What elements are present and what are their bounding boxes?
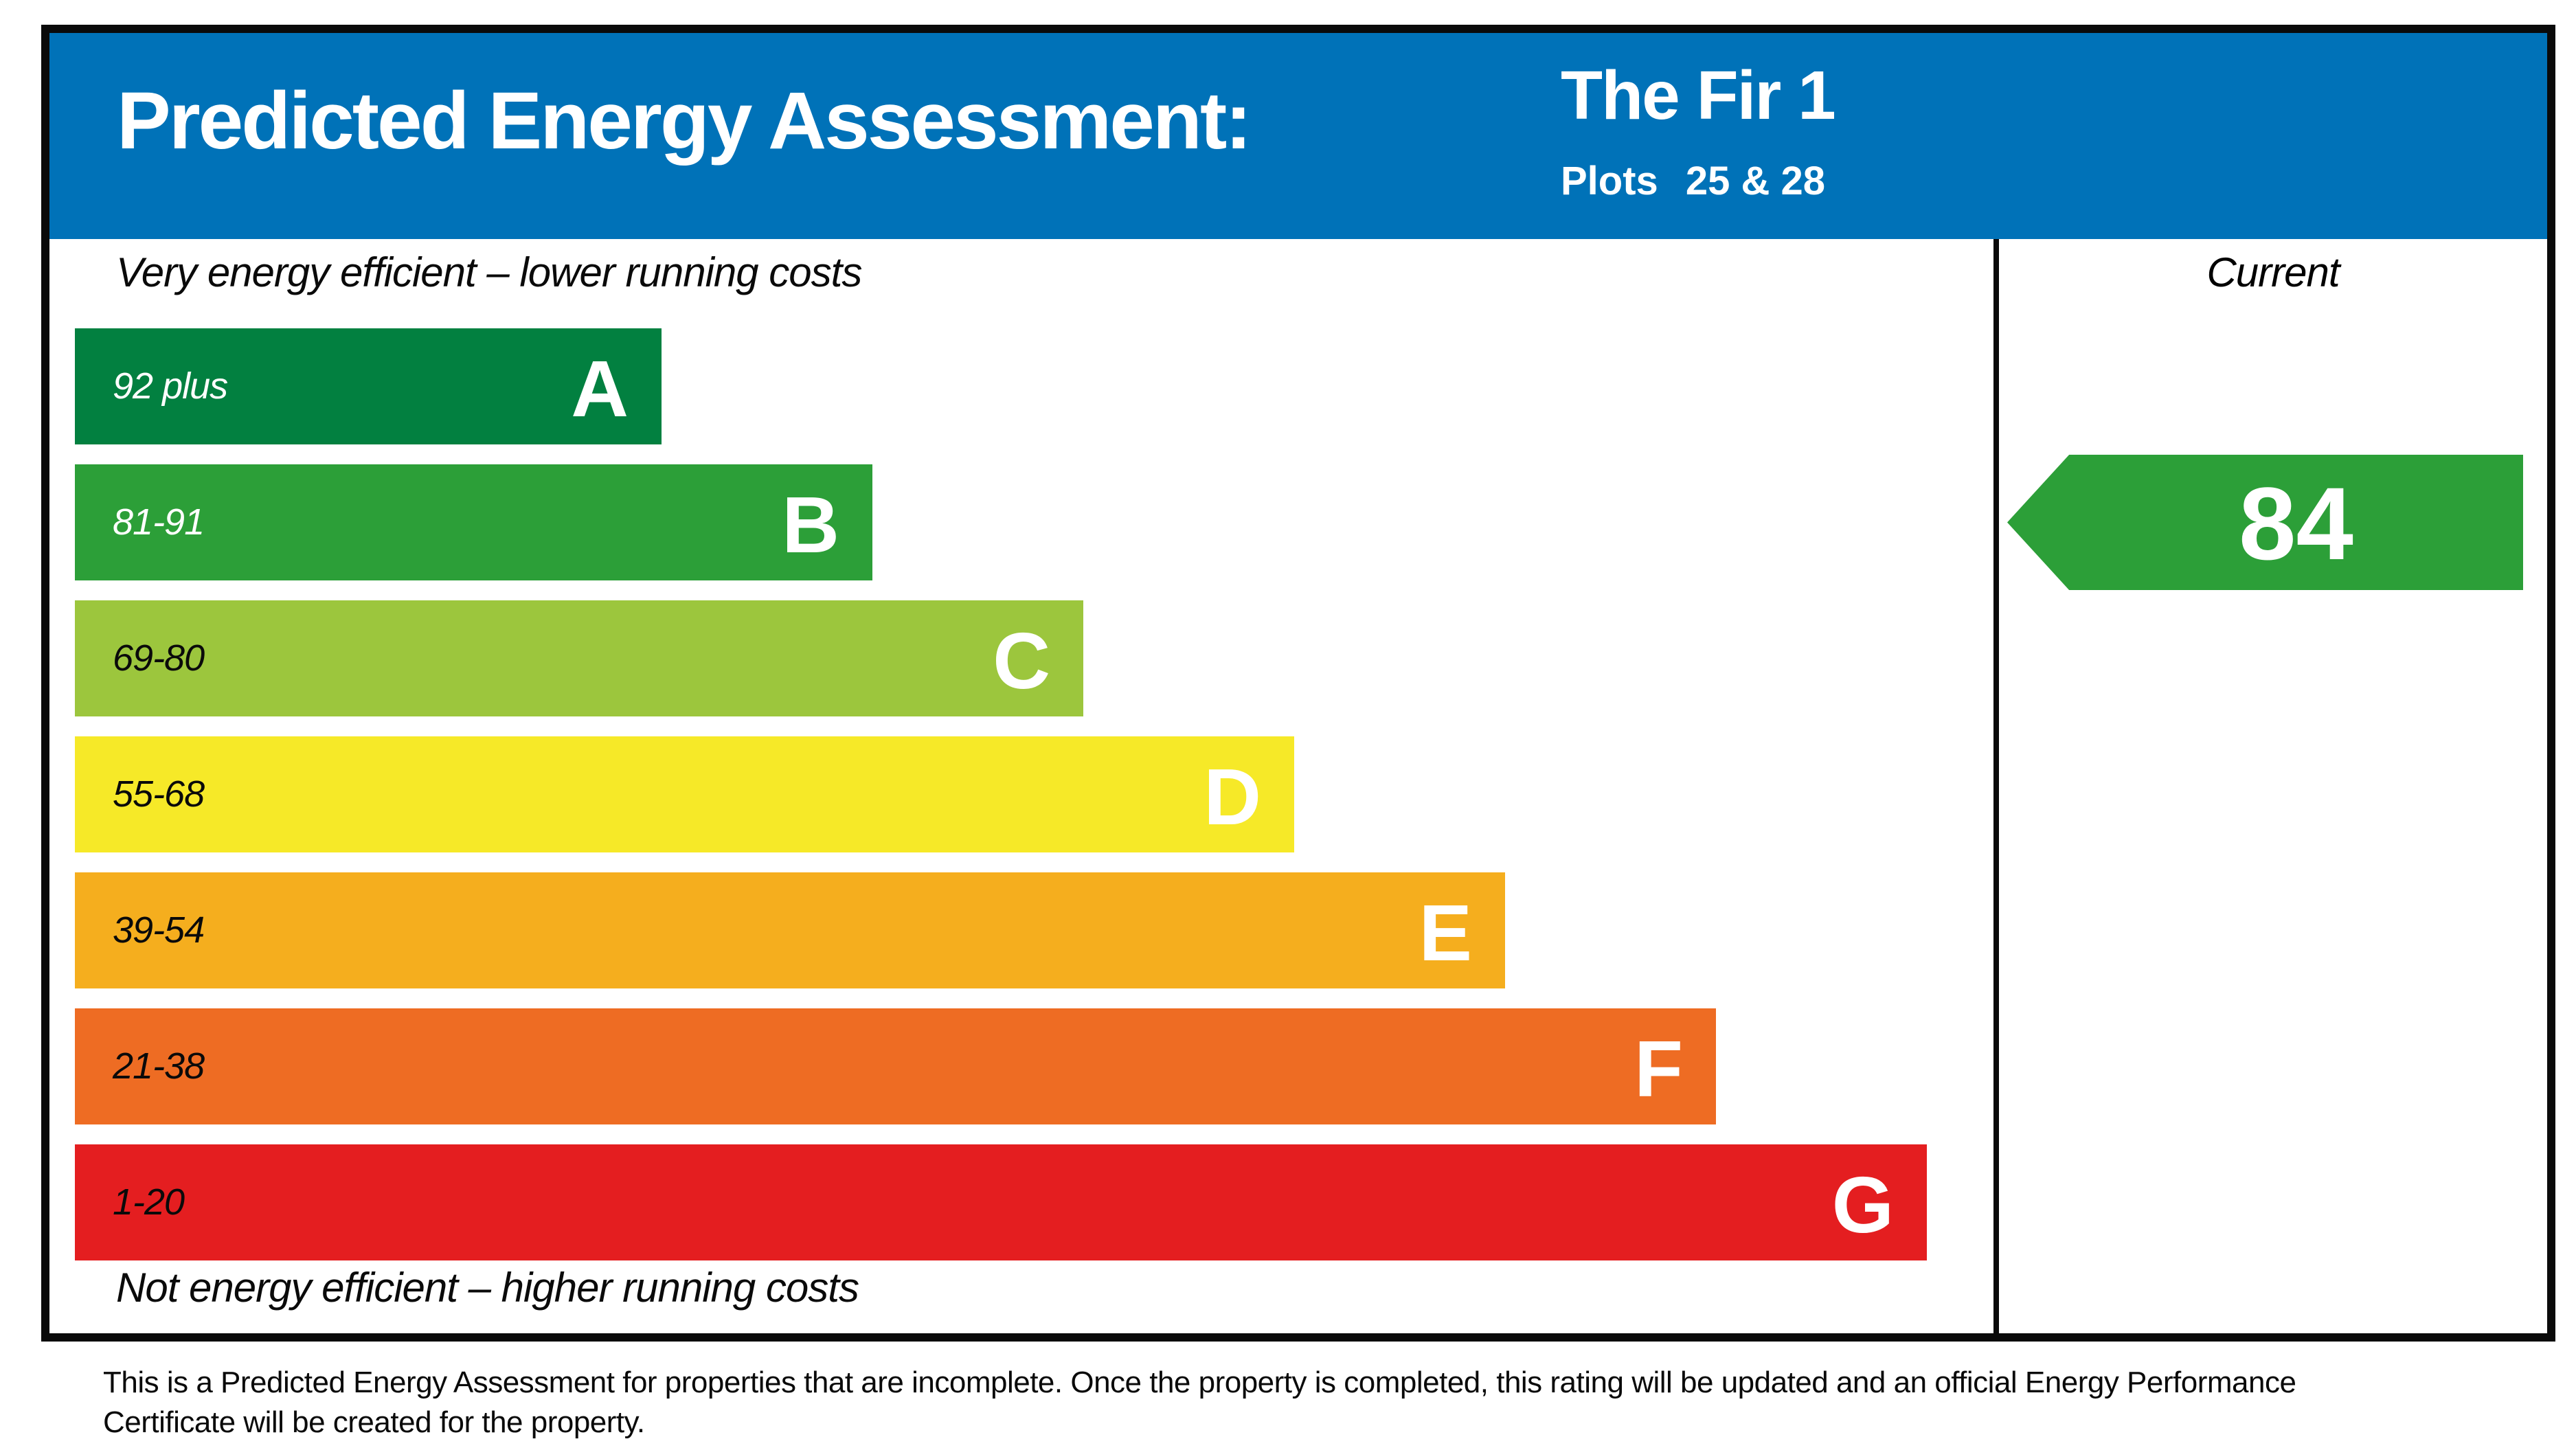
- band-letter: A: [571, 344, 629, 433]
- band-row-c: 69-80 C: [75, 600, 1083, 716]
- band-letter: B: [782, 480, 839, 569]
- band-letter: E: [1419, 888, 1472, 977]
- bottom-caption: Not energy efficient – higher running co…: [116, 1265, 859, 1311]
- band-row-a: 92 plus A: [75, 328, 662, 444]
- plots-numbers: 25 & 28: [1685, 159, 1825, 203]
- current-column: Current 84: [1999, 239, 2547, 1333]
- epc-chart-frame: Predicted Energy Assessment: The Fir 1 P…: [41, 25, 2555, 1342]
- header-banner: Predicted Energy Assessment: The Fir 1 P…: [49, 33, 2547, 239]
- footer-note: This is a Predicted Energy Assessment fo…: [103, 1363, 2296, 1443]
- current-rating-value: 84: [2239, 466, 2353, 581]
- band-range-label: 81-91: [113, 501, 205, 543]
- band-row-e: 39-54 E: [75, 872, 1505, 988]
- band-letter: D: [1204, 752, 1261, 841]
- band-row-d: 55-68 D: [75, 736, 1294, 852]
- band-row-f: 21-38 F: [75, 1008, 1716, 1124]
- plots-word: Plots: [1561, 159, 1658, 203]
- band-range-label: 1-20: [113, 1181, 185, 1223]
- band-range-label: 55-68: [113, 773, 205, 815]
- band-letter: G: [1831, 1160, 1894, 1249]
- current-rating-arrow: 84: [2007, 455, 2523, 590]
- band-range-label: 92 plus: [113, 365, 228, 407]
- band-range-label: 21-38: [113, 1045, 205, 1087]
- footer-note-line-2: Certificate will be created for the prop…: [103, 1405, 645, 1439]
- band-letter: C: [993, 616, 1050, 705]
- band-row-b: 81-91 B: [75, 464, 872, 580]
- property-name: The Fir 1: [1561, 57, 1836, 134]
- band-row-g: 1-20 G: [75, 1144, 1927, 1260]
- band-range-label: 39-54: [113, 909, 205, 951]
- top-caption: Very energy efficient – lower running co…: [116, 249, 862, 295]
- column-divider: [1993, 239, 1999, 1333]
- page-title: Predicted Energy Assessment:: [117, 76, 1252, 166]
- current-column-title: Current: [2206, 249, 2340, 295]
- plots-label: Plots 25 & 28: [1561, 158, 1825, 204]
- band-range-label: 69-80: [113, 637, 205, 679]
- band-letter: F: [1634, 1024, 1683, 1113]
- footer-note-line-1: This is a Predicted Energy Assessment fo…: [103, 1366, 2296, 1399]
